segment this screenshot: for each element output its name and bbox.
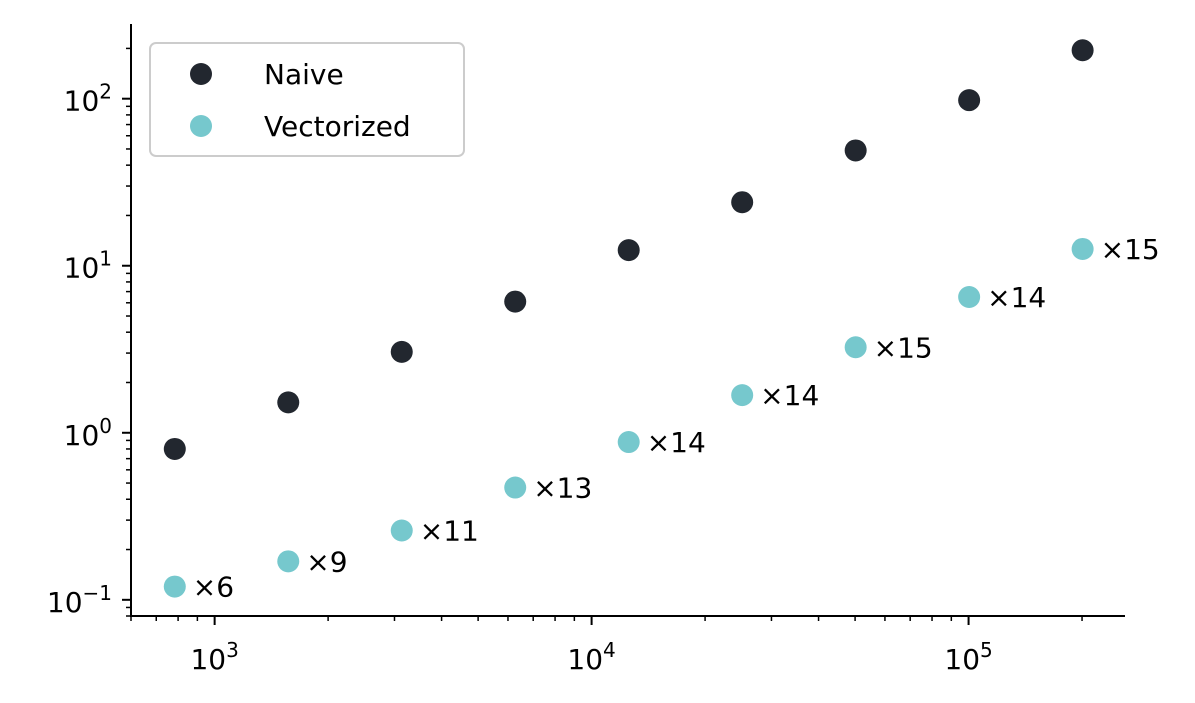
point-vectorized [163,575,186,598]
speedup-annotation: ×13 [533,472,592,505]
speedup-annotation: ×14 [647,426,706,459]
point-naive [617,239,640,262]
y-tick-label: 100 [64,414,112,452]
y-tick-label: 101 [64,247,112,285]
plot-area: ×6 ×9 ×11 ×13 ×14 ×14 ×15 ×14 ×15 [163,39,1160,604]
point-vectorized [731,384,754,407]
point-naive [390,340,413,363]
legend-box [149,42,465,157]
point-naive [1071,39,1094,62]
point-naive [958,89,981,112]
x-tick-label: 105 [944,638,992,676]
legend-label-vectorized: Vectorized [264,110,411,143]
speedup-annotation: ×9 [306,545,347,578]
point-naive [504,290,527,313]
point-vectorized [844,336,867,359]
x-tick-label: 104 [567,638,615,676]
legend: Naive Vectorized [149,42,465,157]
point-vectorized [617,431,640,454]
axes: 103 104 105 10−1 100 101 102 [47,24,1125,676]
speedup-annotation: ×6 [193,571,234,604]
y-tick-label: 10−1 [47,581,112,619]
speedup-annotation: ×15 [874,331,933,364]
point-vectorized [277,550,300,573]
legend-marker-vectorized [190,115,212,137]
point-naive [844,139,867,162]
point-vectorized [504,476,527,499]
speedup-annotation: ×14 [987,281,1046,314]
point-naive [277,391,300,414]
point-vectorized [1071,237,1094,260]
point-naive [731,191,754,214]
speedup-annotation: ×15 [1101,233,1160,266]
y-tick-label: 102 [64,80,112,118]
speedup-annotation: ×11 [420,514,479,547]
point-vectorized [390,519,413,542]
point-vectorized [958,285,981,308]
point-naive [163,437,186,460]
x-tick-label: 103 [190,638,238,676]
legend-label-naive: Naive [264,58,344,91]
speedup-annotation: ×14 [760,379,819,412]
legend-marker-naive [190,63,212,85]
